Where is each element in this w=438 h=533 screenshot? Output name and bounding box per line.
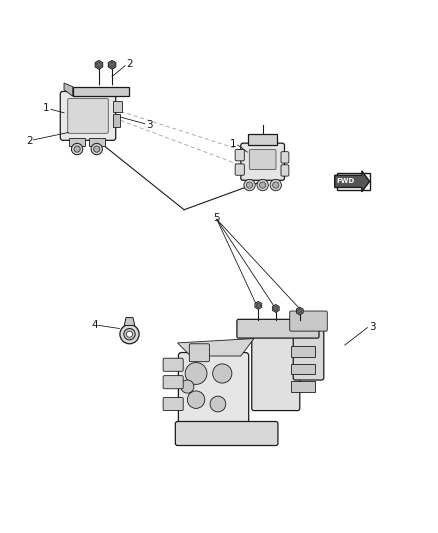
Polygon shape: [256, 303, 260, 308]
FancyBboxPatch shape: [235, 164, 244, 175]
Bar: [89, 138, 105, 146]
Bar: [291, 346, 315, 357]
Text: 3: 3: [369, 322, 376, 332]
Text: 4: 4: [91, 320, 98, 329]
Polygon shape: [335, 171, 370, 192]
Text: 1: 1: [230, 139, 237, 149]
Circle shape: [71, 143, 83, 155]
Polygon shape: [177, 338, 254, 356]
FancyBboxPatch shape: [163, 398, 183, 410]
FancyBboxPatch shape: [337, 173, 370, 190]
FancyBboxPatch shape: [248, 134, 277, 146]
Bar: [113, 101, 122, 111]
Circle shape: [91, 143, 102, 155]
Polygon shape: [297, 307, 303, 315]
Text: 3: 3: [146, 119, 152, 130]
Bar: [69, 138, 85, 146]
Text: 2: 2: [26, 136, 32, 146]
Polygon shape: [97, 62, 101, 67]
FancyBboxPatch shape: [178, 352, 249, 430]
FancyBboxPatch shape: [241, 143, 285, 180]
FancyBboxPatch shape: [163, 358, 183, 372]
FancyBboxPatch shape: [73, 87, 130, 96]
FancyBboxPatch shape: [290, 311, 327, 331]
Circle shape: [244, 180, 255, 191]
FancyBboxPatch shape: [237, 319, 319, 338]
Circle shape: [74, 146, 80, 152]
FancyBboxPatch shape: [60, 92, 116, 140]
Circle shape: [124, 328, 135, 340]
FancyBboxPatch shape: [281, 152, 289, 163]
Circle shape: [270, 180, 282, 191]
Polygon shape: [272, 304, 279, 312]
Text: 1: 1: [43, 103, 50, 113]
FancyBboxPatch shape: [252, 332, 300, 410]
Polygon shape: [108, 60, 116, 69]
Circle shape: [187, 391, 205, 408]
Circle shape: [247, 182, 253, 188]
Text: 2: 2: [126, 59, 133, 69]
Bar: [113, 114, 120, 127]
Circle shape: [257, 180, 268, 191]
Circle shape: [94, 146, 100, 152]
Text: 5: 5: [213, 213, 220, 223]
Bar: [291, 364, 315, 374]
Circle shape: [210, 396, 226, 412]
FancyBboxPatch shape: [189, 344, 209, 362]
Circle shape: [260, 182, 266, 188]
FancyBboxPatch shape: [175, 422, 278, 446]
Polygon shape: [110, 62, 114, 67]
Circle shape: [181, 380, 194, 393]
FancyBboxPatch shape: [163, 376, 183, 389]
FancyBboxPatch shape: [293, 323, 324, 380]
Polygon shape: [274, 306, 278, 311]
Bar: [291, 381, 315, 392]
FancyBboxPatch shape: [235, 149, 244, 161]
Text: FWD: FWD: [336, 178, 355, 184]
Polygon shape: [298, 309, 302, 313]
Circle shape: [213, 364, 232, 383]
FancyBboxPatch shape: [68, 99, 108, 133]
FancyBboxPatch shape: [249, 149, 276, 169]
Circle shape: [127, 331, 133, 337]
Circle shape: [272, 182, 279, 188]
Polygon shape: [124, 318, 135, 326]
FancyBboxPatch shape: [281, 165, 289, 176]
Polygon shape: [95, 60, 103, 69]
Polygon shape: [64, 83, 73, 96]
Circle shape: [185, 362, 207, 384]
Circle shape: [120, 325, 139, 344]
Polygon shape: [255, 302, 261, 309]
